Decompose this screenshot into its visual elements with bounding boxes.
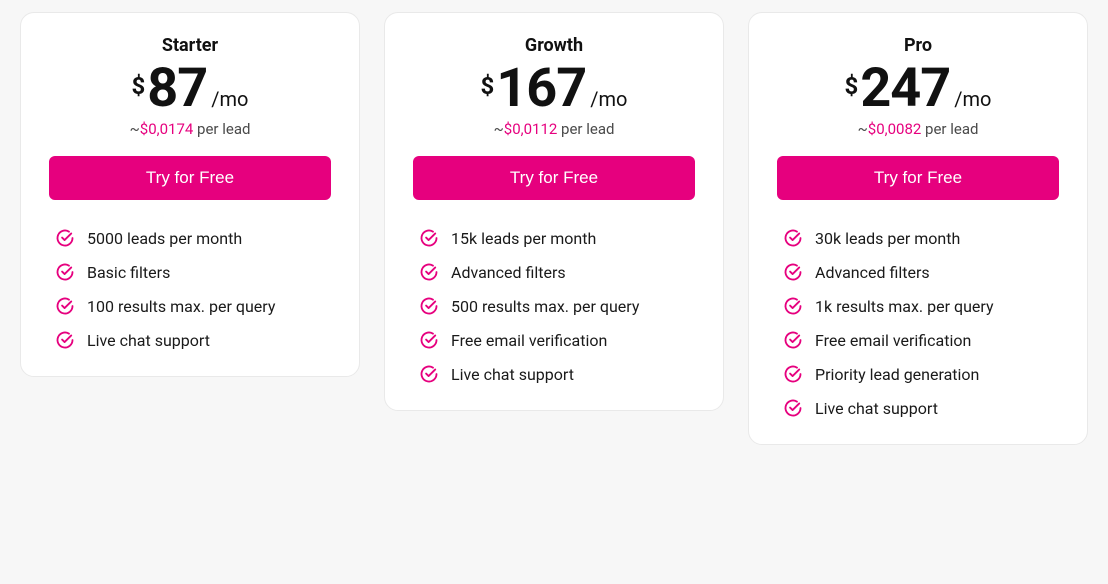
- pricing-card-pro: Pro $ 247 /mo ~$0,0082 per lead Try for …: [748, 12, 1088, 445]
- feature-item: Free email verification: [783, 330, 1059, 350]
- check-icon: [783, 228, 803, 248]
- check-icon: [419, 228, 439, 248]
- currency-symbol: $: [845, 72, 859, 100]
- per-lead-price: $0,0112: [504, 120, 558, 138]
- per-lead-text: ~$0,0174 per lead: [130, 120, 251, 138]
- feature-item: Advanced filters: [783, 262, 1059, 282]
- try-free-button[interactable]: Try for Free: [777, 156, 1059, 200]
- try-free-button[interactable]: Try for Free: [49, 156, 331, 200]
- check-icon: [783, 398, 803, 418]
- price-amount: 247: [860, 62, 950, 116]
- feature-item: 30k leads per month: [783, 228, 1059, 248]
- price-period: /mo: [590, 87, 627, 111]
- feature-label: Live chat support: [815, 399, 938, 418]
- check-icon: [783, 330, 803, 350]
- check-icon: [419, 364, 439, 384]
- feature-list: 30k leads per month Advanced filters 1k …: [777, 228, 1059, 418]
- try-free-button[interactable]: Try for Free: [413, 156, 695, 200]
- feature-label: 1k results max. per query: [815, 297, 994, 316]
- feature-item: 5000 leads per month: [55, 228, 331, 248]
- price-period: /mo: [211, 87, 248, 111]
- feature-item: Advanced filters: [419, 262, 695, 282]
- currency-symbol: $: [132, 72, 146, 100]
- price-period: /mo: [954, 87, 991, 111]
- feature-label: Live chat support: [451, 365, 574, 384]
- feature-item: Free email verification: [419, 330, 695, 350]
- per-lead-prefix: ~: [494, 120, 504, 138]
- feature-label: Free email verification: [451, 331, 607, 350]
- pricing-card-growth: Growth $ 167 /mo ~$0,0112 per lead Try f…: [384, 12, 724, 411]
- per-lead-price: $0,0082: [868, 120, 922, 138]
- check-icon: [419, 262, 439, 282]
- feature-label: 15k leads per month: [451, 229, 596, 248]
- per-lead-suffix: per lead: [557, 120, 614, 138]
- pricing-card-starter: Starter $ 87 /mo ~$0,0174 per lead Try f…: [20, 12, 360, 377]
- feature-label: Advanced filters: [815, 263, 930, 282]
- feature-label: Free email verification: [815, 331, 971, 350]
- check-icon: [55, 296, 75, 316]
- feature-label: 5000 leads per month: [87, 229, 242, 248]
- per-lead-text: ~$0,0112 per lead: [494, 120, 615, 138]
- feature-label: Priority lead generation: [815, 365, 979, 384]
- feature-item: 15k leads per month: [419, 228, 695, 248]
- per-lead-text: ~$0,0082 per lead: [858, 120, 979, 138]
- per-lead-suffix: per lead: [921, 120, 978, 138]
- feature-list: 5000 leads per month Basic filters 100 r…: [49, 228, 331, 350]
- feature-item: Priority lead generation: [783, 364, 1059, 384]
- price-row: $ 167 /mo: [481, 62, 628, 116]
- price-amount: 87: [147, 62, 207, 116]
- currency-symbol: $: [481, 72, 495, 100]
- feature-item: 100 results max. per query: [55, 296, 331, 316]
- per-lead-price: $0,0174: [140, 120, 194, 138]
- check-icon: [783, 296, 803, 316]
- feature-item: Live chat support: [419, 364, 695, 384]
- per-lead-prefix: ~: [858, 120, 868, 138]
- price-row: $ 87 /mo: [132, 62, 249, 116]
- plan-name: Pro: [904, 35, 932, 56]
- feature-label: Advanced filters: [451, 263, 566, 282]
- check-icon: [783, 364, 803, 384]
- check-icon: [55, 330, 75, 350]
- feature-label: 500 results max. per query: [451, 297, 639, 316]
- feature-list: 15k leads per month Advanced filters 500…: [413, 228, 695, 384]
- feature-item: Live chat support: [783, 398, 1059, 418]
- feature-label: 100 results max. per query: [87, 297, 275, 316]
- plan-name: Growth: [525, 35, 583, 56]
- price-row: $ 247 /mo: [845, 62, 992, 116]
- feature-item: 1k results max. per query: [783, 296, 1059, 316]
- feature-label: Basic filters: [87, 263, 170, 282]
- feature-item: 500 results max. per query: [419, 296, 695, 316]
- check-icon: [783, 262, 803, 282]
- plan-name: Starter: [162, 35, 218, 56]
- check-icon: [419, 330, 439, 350]
- feature-label: 30k leads per month: [815, 229, 960, 248]
- check-icon: [55, 228, 75, 248]
- per-lead-suffix: per lead: [193, 120, 250, 138]
- feature-label: Live chat support: [87, 331, 210, 350]
- per-lead-prefix: ~: [130, 120, 140, 138]
- feature-item: Basic filters: [55, 262, 331, 282]
- price-amount: 167: [496, 62, 586, 116]
- feature-item: Live chat support: [55, 330, 331, 350]
- check-icon: [419, 296, 439, 316]
- check-icon: [55, 262, 75, 282]
